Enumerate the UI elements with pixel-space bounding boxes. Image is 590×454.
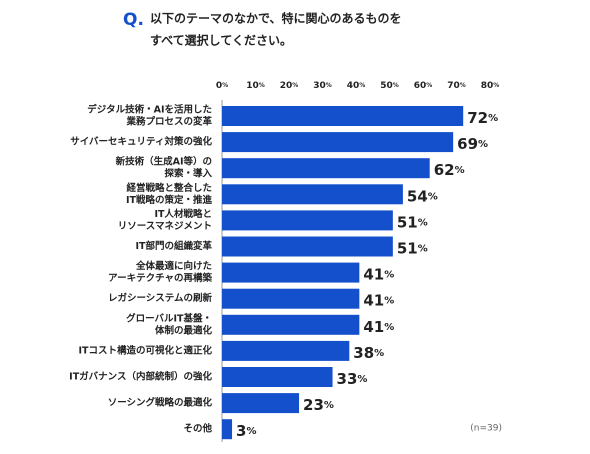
bar — [222, 340, 350, 361]
value-label: 41% — [363, 265, 394, 283]
category-label: アーキテクチャの再構築 — [108, 272, 212, 284]
value-label: 54% — [407, 187, 438, 205]
x-tick-label: 50% — [380, 81, 399, 91]
x-tick-label: 30% — [313, 81, 332, 91]
value-label: 51% — [397, 239, 428, 257]
category-label: デジタル技術・AIを活用した — [87, 104, 212, 116]
category-label: ソーシング戦略の最適化 — [108, 397, 213, 409]
category-label: リソースマネジメント — [118, 221, 212, 232]
category-label: ITガバナンス（内部統制）の強化 — [69, 371, 212, 383]
category-label: 探索・導入 — [164, 168, 212, 180]
category-label: IT人材戦略と — [154, 208, 212, 220]
bar — [222, 393, 300, 414]
bar — [222, 288, 360, 309]
category-label: ITコスト構造の可視化と適正化 — [78, 344, 212, 356]
bar — [222, 158, 430, 179]
category-label: サイバーセキュリティ対策の強化 — [70, 136, 212, 148]
category-label: 体制の最適化 — [155, 324, 213, 336]
category-label: 業務プロセスの変革 — [125, 116, 212, 128]
question-mark: Q. — [123, 10, 144, 30]
category-label: IT戦略の策定・推進 — [126, 194, 213, 206]
value-label: 33% — [337, 370, 368, 388]
chart-title-line: 以下のテーマのなかで、特に関心のあるものを — [150, 11, 402, 26]
bar — [222, 210, 393, 231]
value-label: 3% — [236, 422, 256, 440]
value-label: 72% — [467, 109, 498, 127]
category-label: レガシーシステムの刷新 — [108, 292, 213, 304]
value-label: 69% — [457, 135, 488, 153]
sample-note: (n=39) — [470, 424, 502, 434]
bar — [222, 236, 393, 257]
x-tick-label: 20% — [280, 81, 299, 91]
category-label: 経営戦略と整合した — [126, 182, 212, 194]
x-tick-label: 0% — [216, 81, 228, 91]
bar — [222, 367, 333, 387]
category-label: 新技術（生成AI等）の — [116, 156, 212, 168]
x-tick-label: 10% — [246, 81, 265, 91]
x-tick-label: 80% — [481, 81, 500, 91]
bar — [222, 132, 454, 153]
bar — [222, 314, 360, 335]
value-label: 23% — [303, 396, 334, 414]
value-label: 41% — [363, 291, 394, 309]
value-label: 51% — [397, 213, 428, 231]
x-tick-label: 70% — [447, 81, 466, 91]
chart-title-line: すべて選択してください。 — [150, 33, 292, 48]
value-label: 62% — [434, 161, 465, 179]
category-label: 全体最適に向けた — [135, 260, 212, 272]
bar — [222, 262, 360, 283]
bar — [222, 106, 464, 126]
category-label: その他 — [183, 423, 212, 435]
value-label: 41% — [363, 317, 394, 335]
bar — [222, 184, 403, 205]
value-label: 38% — [353, 343, 384, 361]
category-label: IT部門の組織変革 — [135, 240, 212, 252]
bar — [222, 419, 233, 440]
category-label: グローバルIT基盤・ — [126, 312, 212, 324]
x-tick-label: 40% — [347, 81, 366, 91]
x-tick-label: 60% — [414, 81, 433, 91]
